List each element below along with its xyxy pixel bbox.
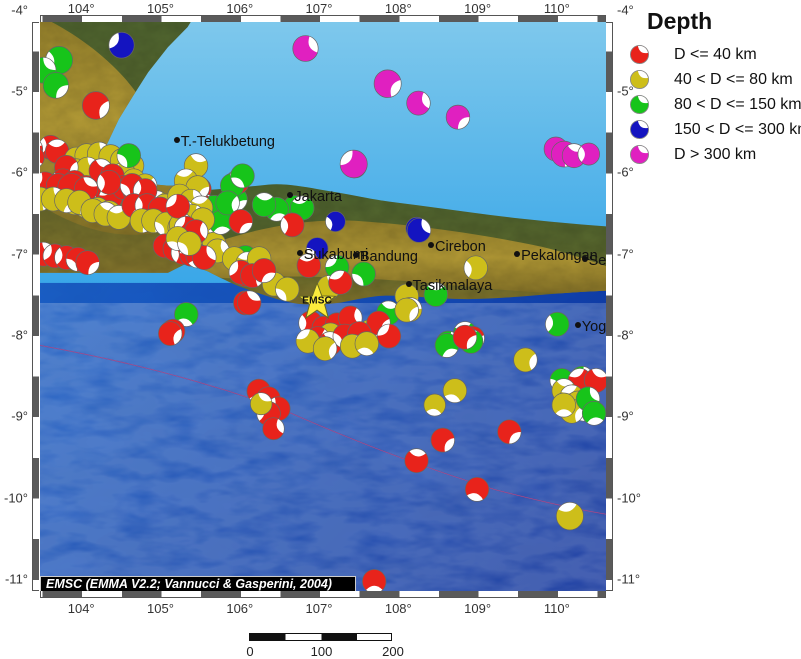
svg-text:EMSC: EMSC	[302, 295, 332, 306]
